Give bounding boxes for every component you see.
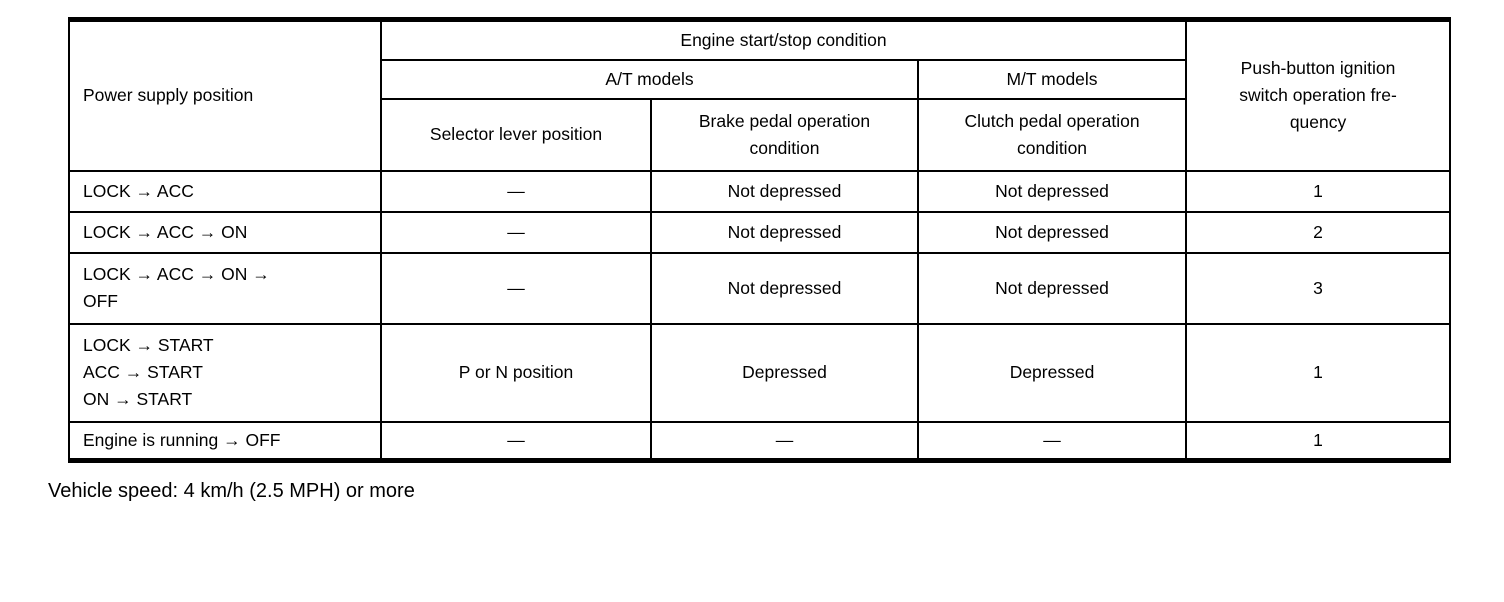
cell-operation-frequency: 1 xyxy=(1185,169,1452,213)
cell-clutch-pedal: Not depressed xyxy=(916,210,1188,254)
header-engine-start-stop-condition: Engine start/stop condition xyxy=(379,18,1188,61)
header-clutch-pedal-condition: Clutch pedal operation condition xyxy=(916,97,1188,172)
cell-selector-lever: — xyxy=(380,169,652,213)
cell-operation-frequency: 3 xyxy=(1185,251,1452,325)
cell-brake-pedal: Not depressed xyxy=(650,169,919,213)
cell-power-supply-position: LOCK → ACC → ON → OFF xyxy=(68,251,382,325)
cell-operation-frequency: 1 xyxy=(1185,322,1452,423)
cell-selector-lever: — xyxy=(380,251,652,325)
header-push-button-frequency: Push-button ignition switch operation fr… xyxy=(1185,18,1452,172)
header-power-supply-position: Power supply position xyxy=(68,18,382,172)
vehicle-speed-footnote: Vehicle speed: 4 km/h (2.5 MPH) or more xyxy=(48,480,415,502)
cell-clutch-pedal: Not depressed xyxy=(916,251,1188,325)
cell-operation-frequency: 2 xyxy=(1185,210,1452,254)
table-row: LOCK → ACC → ON — Not depressed Not depr… xyxy=(68,210,1452,254)
table-row: Engine is running → OFF — — — 1 xyxy=(68,420,1452,462)
cell-clutch-pedal: Depressed xyxy=(916,322,1188,423)
cell-operation-frequency: 1 xyxy=(1185,420,1452,462)
cell-brake-pedal: Depressed xyxy=(650,322,919,423)
cell-power-supply-position: LOCK → ACC xyxy=(68,169,382,213)
header-row-3: Selector lever position Brake pedal oper… xyxy=(69,97,1450,172)
cell-power-supply-position: LOCK → START ACC → START ON → START xyxy=(68,322,382,423)
table-row: LOCK → ACC — Not depressed Not depressed… xyxy=(68,169,1452,213)
table-row: LOCK → START ACC → START ON → START P or… xyxy=(68,322,1452,423)
header-mt-models: M/T models xyxy=(916,58,1188,100)
cell-selector-lever: — xyxy=(380,210,652,254)
header-row-1: Power supply position Engine start/stop … xyxy=(68,18,1452,172)
cell-selector-lever: — xyxy=(380,420,652,462)
cell-selector-lever: P or N position xyxy=(380,322,652,423)
cell-clutch-pedal: Not depressed xyxy=(916,169,1188,213)
cell-brake-pedal: — xyxy=(650,420,919,462)
cell-power-supply-position: Engine is running → OFF xyxy=(68,420,382,462)
header-selector-lever-position: Selector lever position xyxy=(380,97,652,172)
header-row-2: A/T models M/T models xyxy=(69,58,1450,100)
header-brake-pedal-condition: Brake pedal operation condition xyxy=(650,97,919,172)
cell-power-supply-position: LOCK → ACC → ON xyxy=(68,210,382,254)
table-row: LOCK → ACC → ON → OFF — Not depressed No… xyxy=(68,251,1452,325)
ignition-operation-table: Power supply position Engine start/stop … xyxy=(68,17,1452,463)
cell-brake-pedal: Not depressed xyxy=(650,251,919,325)
cell-brake-pedal: Not depressed xyxy=(650,210,919,254)
header-at-models: A/T models xyxy=(380,58,919,100)
cell-clutch-pedal: — xyxy=(916,420,1188,462)
